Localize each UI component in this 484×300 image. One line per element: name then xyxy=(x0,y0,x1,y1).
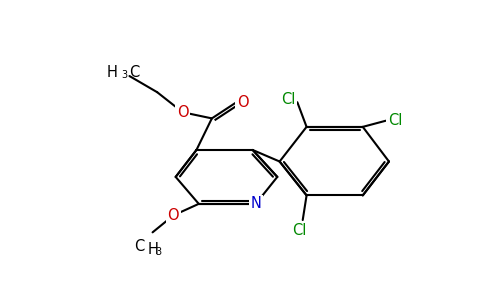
Text: H: H xyxy=(148,242,159,257)
Text: O: O xyxy=(167,208,179,223)
Text: O: O xyxy=(177,105,188,120)
Text: C: C xyxy=(135,239,145,254)
Text: C: C xyxy=(130,65,140,80)
Text: H: H xyxy=(107,65,118,80)
Text: N: N xyxy=(250,196,261,211)
Text: Cl: Cl xyxy=(281,92,295,106)
Text: 3: 3 xyxy=(122,70,128,80)
Text: Cl: Cl xyxy=(292,223,307,238)
Text: 3: 3 xyxy=(156,247,162,256)
Text: Cl: Cl xyxy=(388,113,402,128)
Text: O: O xyxy=(237,95,248,110)
